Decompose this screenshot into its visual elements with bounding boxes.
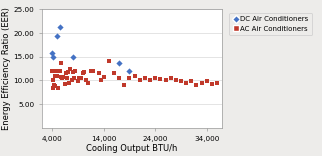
AC Air Conditioners <box>62 83 68 85</box>
AC Air Conditioners <box>50 86 55 89</box>
DC Air Conditioners <box>70 56 75 58</box>
AC Air Conditioners <box>71 77 76 79</box>
AC Air Conditioners <box>60 77 65 79</box>
AC Air Conditioners <box>91 70 96 72</box>
AC Air Conditioners <box>173 79 178 82</box>
AC Air Conditioners <box>168 77 173 79</box>
AC Air Conditioners <box>117 77 122 79</box>
AC Air Conditioners <box>58 76 63 78</box>
AC Air Conditioners <box>199 82 204 84</box>
AC Air Conditioners <box>50 69 55 72</box>
AC Air Conditioners <box>214 82 220 84</box>
DC Air Conditioners <box>117 62 122 65</box>
AC Air Conditioners <box>80 72 86 75</box>
Y-axis label: Energy Efficiency Ratio (EER): Energy Efficiency Ratio (EER) <box>2 7 11 130</box>
DC Air Conditioners <box>57 26 62 29</box>
AC Air Conditioners <box>153 77 158 79</box>
AC Air Conditioners <box>88 70 93 72</box>
AC Air Conditioners <box>106 59 111 62</box>
AC Air Conditioners <box>66 82 71 84</box>
AC Air Conditioners <box>142 77 147 79</box>
AC Air Conditioners <box>64 77 69 79</box>
AC Air Conditioners <box>194 84 199 86</box>
AC Air Conditioners <box>54 70 59 72</box>
AC Air Conditioners <box>51 78 56 81</box>
DC Air Conditioners <box>55 35 60 38</box>
AC Air Conditioners <box>57 70 62 72</box>
AC Air Conditioners <box>56 86 61 89</box>
AC Air Conditioners <box>52 75 57 77</box>
AC Air Conditioners <box>132 75 137 77</box>
DC Air Conditioners <box>127 70 132 72</box>
AC Air Conditioners <box>101 76 106 78</box>
AC Air Conditioners <box>68 67 73 70</box>
AC Air Conditioners <box>75 80 80 83</box>
X-axis label: Cooling Output BTU/h: Cooling Output BTU/h <box>86 144 178 153</box>
AC Air Conditioners <box>127 77 132 79</box>
AC Air Conditioners <box>55 75 60 77</box>
AC Air Conditioners <box>76 77 81 79</box>
DC Air Conditioners <box>51 56 56 58</box>
AC Air Conditioners <box>86 82 91 84</box>
AC Air Conditioners <box>69 78 74 81</box>
AC Air Conditioners <box>59 62 64 65</box>
AC Air Conditioners <box>122 84 127 86</box>
AC Air Conditioners <box>61 76 66 78</box>
AC Air Conditioners <box>65 71 70 73</box>
AC Air Conditioners <box>70 71 75 73</box>
AC Air Conditioners <box>96 72 101 75</box>
AC Air Conditioners <box>158 78 163 80</box>
AC Air Conditioners <box>83 79 88 82</box>
AC Air Conditioners <box>81 71 87 73</box>
AC Air Conditioners <box>78 77 83 79</box>
AC Air Conditioners <box>147 78 153 81</box>
DC Air Conditioners <box>50 52 55 54</box>
AC Air Conditioners <box>51 84 56 86</box>
AC Air Conditioners <box>163 79 168 82</box>
Legend: DC Air Conditioners, AC Air Conditioners: DC Air Conditioners, AC Air Conditioners <box>229 13 312 35</box>
AC Air Conditioners <box>184 82 189 84</box>
AC Air Conditioners <box>178 80 184 83</box>
AC Air Conditioners <box>63 72 68 75</box>
AC Air Conditioners <box>204 80 209 83</box>
AC Air Conditioners <box>73 70 78 73</box>
AC Air Conditioners <box>99 79 104 82</box>
AC Air Conditioners <box>53 85 58 87</box>
AC Air Conditioners <box>111 72 117 75</box>
AC Air Conditioners <box>137 79 142 82</box>
AC Air Conditioners <box>189 80 194 83</box>
AC Air Conditioners <box>209 83 214 85</box>
